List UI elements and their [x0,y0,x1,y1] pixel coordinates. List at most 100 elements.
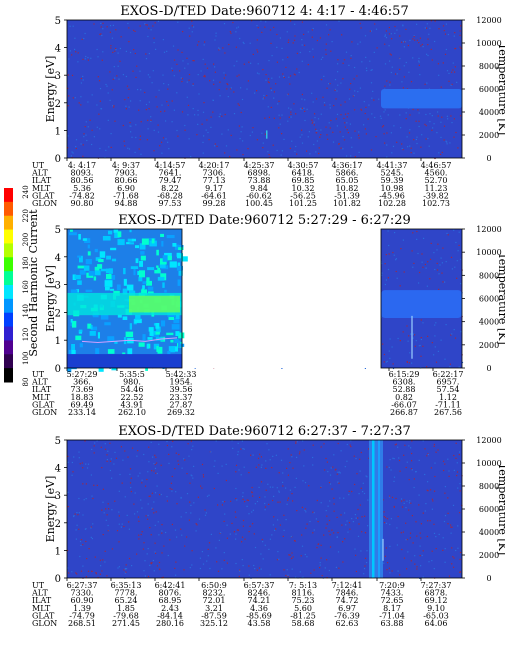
colorbar-segment [4,340,13,355]
info-cell: 8093. [71,169,94,178]
info-cell: -60.62 [246,191,272,200]
spectrogram-background [67,440,462,578]
y2-tick-label: 12000 [476,225,501,234]
info-cell: 7306. [203,169,226,178]
info-row-label: ALT [31,378,48,387]
x-tick-label: 4:20:17 [199,161,230,170]
data-gap [182,229,381,368]
info-cell: 268.51 [68,619,96,628]
panel-title: EXOS-D/TED Date:960712 6:27:37 - 7:27:37 [118,424,411,439]
y2-tick-label: 8000 [479,482,499,491]
info-cell: 1.39 [73,604,91,613]
colorbar-segment [4,326,13,341]
info-row-label: MLT [32,184,51,193]
info-cell: 60.90 [71,596,94,605]
info-cell: 5.36 [73,184,91,193]
info-cell: -85.69 [246,611,272,620]
noise-dots [67,20,462,160]
info-cell: 8.22 [161,184,179,193]
y2-tick-label: 10000 [476,459,501,468]
info-cell: -74.82 [69,191,95,200]
panel-title: EXOS-D/TED Date:960712 4: 4:17 - 4:46:57 [120,4,408,19]
info-cell: 54.46 [121,385,144,394]
y-tick-label: 4 [55,253,61,264]
info-cell: 63.88 [381,619,404,628]
info-cell: 6957. [437,378,460,387]
info-cell: 5866. [336,169,359,178]
y-tick-label: 2 [55,308,61,319]
x-tick-label: 4:41:37 [377,161,408,170]
info-cell: 10.98 [381,184,404,193]
info-cell: -81.25 [290,611,316,620]
y2-axis-label: Temperature [K] [496,463,505,555]
panel-1: EXOS-D/TED Date:960712 4: 4:17 - 4:46:57… [31,4,505,208]
spectrogram-feature [67,229,188,373]
y2-tick-label: 10000 [476,248,501,257]
y2-tick-label: 4000 [479,528,499,537]
info-row-label: MLT [32,604,51,613]
x-tick-label: 6:35:13 [111,581,142,590]
info-cell: 262.10 [118,408,146,417]
colorbar-segment [4,271,13,286]
info-cell: 8246. [248,589,271,598]
y-tick-label: 3 [55,71,61,82]
info-cell: 5.60 [294,604,312,613]
panel-title: EXOS-D/TED Date:960712 5:27:29 - 6:27:29 [118,213,411,228]
y-axis-label: Energy [eV] [44,56,57,123]
y2-tick-label: 6000 [479,85,499,94]
y-tick-label: 3 [55,281,61,292]
info-cell: 6308. [393,378,416,387]
y2-tick-label: 12000 [476,16,501,25]
info-cell: 325.12 [200,619,228,628]
info-row-label: UT [32,581,45,590]
y-tick-label: 3 [55,491,61,502]
colorbar-segment [4,257,13,272]
info-cell: 271.45 [112,619,140,628]
info-cell: -74.79 [69,611,95,620]
y-axis-label: Energy [eV] [44,265,57,332]
x-tick-label: 6:57:37 [244,581,275,590]
colorbar-segment [4,312,13,328]
info-cell: 39.56 [170,385,193,394]
info-cell: 6.90 [117,184,135,193]
info-cell: 2.43 [161,604,179,613]
info-cell: 90.80 [71,199,94,208]
info-cell: 62.63 [336,619,359,628]
info-cell: 52.88 [393,385,416,394]
info-cell: 75.23 [292,596,315,605]
y-tick-label: 4 [55,44,61,55]
info-cell: 73.69 [71,385,94,394]
info-cell: 79.47 [159,176,182,185]
colorbar-tick-label: 160 [22,280,30,293]
info-cell: 7903. [115,169,138,178]
y2-tick-label: 12000 [476,436,501,445]
colorbar-segment [4,285,13,300]
info-cell: -68.28 [157,191,183,200]
x-tick-label: 6:15:29 [389,370,420,379]
spectrogram-feature [369,440,383,578]
spectrogram-feature [381,89,462,109]
y2-tick-label: 0 [486,154,491,163]
spectrogram-feature [381,290,462,318]
info-cell: 7641. [159,169,182,178]
y-tick-label: 1 [55,126,61,137]
info-cell: 69.49 [71,400,94,409]
colorbar-tick-label: 240 [22,185,30,198]
y2-axis-label: Temperature [K] [496,252,505,344]
y-tick-label: 0 [55,154,61,165]
x-tick-label: 7:27:37 [421,581,452,590]
info-cell: -71.11 [435,400,461,409]
y2-tick-label: 4000 [479,108,499,117]
info-cell: 102.28 [378,199,406,208]
spectrogram-feature [372,440,375,578]
info-cell: 6878. [425,589,448,598]
colorbar-tick-label: 140 [22,304,30,317]
noise-dots [67,440,463,579]
info-cell: 101.82 [333,199,361,208]
info-row-label: GLAT [32,191,55,200]
y-tick-label: 0 [55,574,61,585]
y2-tick-label: 2000 [479,551,499,560]
info-row-label: GLAT [32,611,55,620]
info-cell: 1.12 [439,393,457,402]
